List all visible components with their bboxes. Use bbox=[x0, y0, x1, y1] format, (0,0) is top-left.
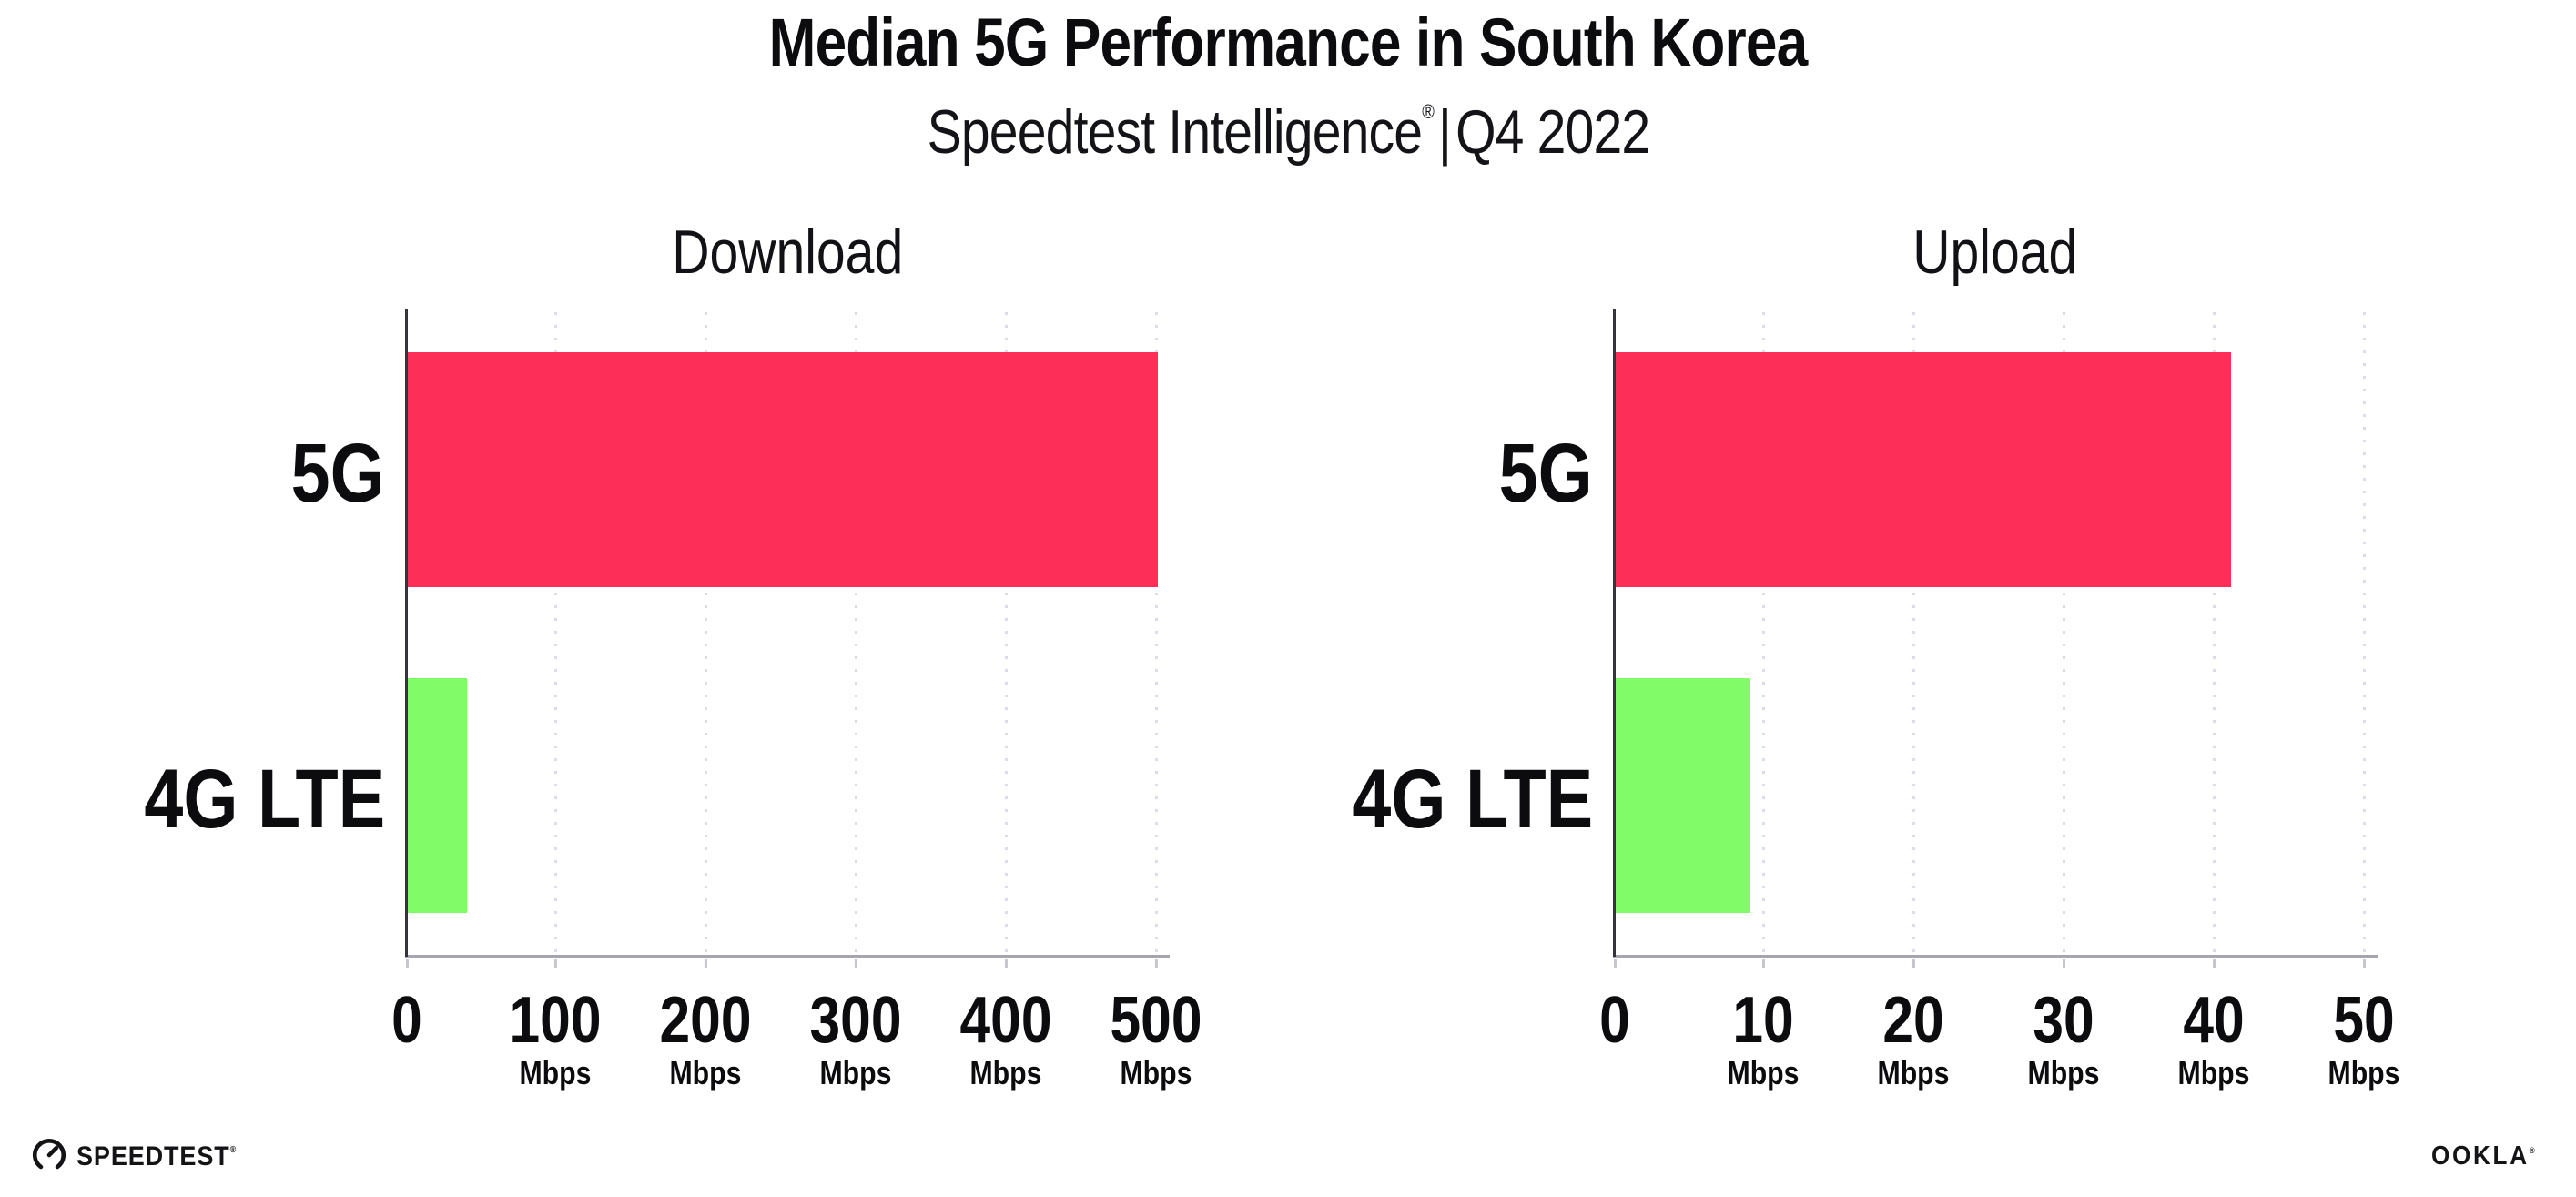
ookla-wordmark: OOKLA bbox=[2430, 1141, 2530, 1171]
tick-mark bbox=[1761, 959, 1765, 968]
upload-chart-title: Upload bbox=[1912, 218, 2078, 287]
download-chart-title: Download bbox=[671, 218, 904, 287]
gridline-500 bbox=[1155, 312, 1158, 957]
x-tick-10: 10 Mbps bbox=[1720, 957, 1806, 1090]
page-subtitle: Speedtest Intelligence®|Q4 2022 bbox=[0, 98, 2576, 167]
bar-4g-lte-upload bbox=[1615, 678, 1750, 913]
x-tick-40: 40 Mbps bbox=[2171, 957, 2257, 1090]
x-tick-50: 50 Mbps bbox=[2321, 957, 2407, 1090]
gridline-10 bbox=[1762, 312, 1765, 957]
registered-mark: ® bbox=[1421, 100, 1435, 123]
speedtest-logo: SPEEDTEST® bbox=[30, 1135, 255, 1178]
x-axis-line bbox=[1613, 955, 2378, 958]
category-label-5g: 5G bbox=[1498, 427, 1593, 520]
x-axis-line bbox=[405, 955, 1170, 958]
tick-mark bbox=[854, 959, 857, 968]
x-tick-500: 500 Mbps bbox=[1101, 957, 1211, 1090]
ookla-registered-mark: ® bbox=[2529, 1146, 2538, 1155]
speedtest-gauge-icon bbox=[30, 1135, 68, 1178]
gridline-100 bbox=[554, 312, 557, 957]
x-tick-200: 200 Mbps bbox=[651, 957, 760, 1090]
gridline-400 bbox=[1005, 312, 1008, 957]
x-tick-0: 0 bbox=[1597, 957, 1633, 1090]
gridline-30 bbox=[2063, 312, 2065, 957]
gridline-20 bbox=[1912, 312, 1915, 957]
bar-5g-upload bbox=[1615, 352, 2231, 587]
tick-mark bbox=[2062, 959, 2065, 968]
x-tick-400: 400 Mbps bbox=[951, 957, 1060, 1090]
subtitle-period: Q4 2022 bbox=[1455, 97, 1650, 167]
category-label-4g-lte: 4G LTE bbox=[144, 753, 385, 846]
gridline-200 bbox=[705, 312, 707, 957]
upload-chart: Upload 5G 4G LTE 0 10 Mbps 20 M bbox=[1352, 221, 2399, 1090]
y-axis-line bbox=[405, 309, 408, 957]
gridline-40 bbox=[2213, 312, 2216, 957]
x-tick-20: 20 Mbps bbox=[1871, 957, 1956, 1090]
category-label-5g: 5G bbox=[290, 427, 385, 520]
tick-mark bbox=[2362, 959, 2366, 968]
y-axis-line bbox=[1613, 309, 1616, 957]
gridline-300 bbox=[855, 312, 857, 957]
x-tick-300: 300 Mbps bbox=[801, 957, 910, 1090]
bar-5g-download bbox=[407, 352, 1158, 587]
tick-mark bbox=[704, 959, 707, 968]
x-tick-30: 30 Mbps bbox=[2021, 957, 2106, 1090]
speedtest-registered-mark: ® bbox=[229, 1144, 238, 1155]
tick-mark bbox=[1004, 959, 1008, 968]
subtitle-separator: | bbox=[1437, 97, 1452, 167]
category-label-4g-lte: 4G LTE bbox=[1352, 753, 1593, 846]
tick-mark bbox=[553, 959, 557, 968]
bar-4g-lte-download bbox=[407, 678, 467, 913]
x-tick-100: 100 Mbps bbox=[501, 957, 610, 1090]
x-tick-0: 0 bbox=[389, 957, 425, 1090]
tick-mark bbox=[1912, 959, 1915, 968]
ookla-logo: OOKLA® bbox=[2431, 1141, 2549, 1172]
speedtest-wordmark: SPEEDTEST bbox=[76, 1141, 230, 1172]
page-title: Median 5G Performance in South Korea bbox=[768, 5, 1809, 80]
subtitle-brand: Speedtest Intelligence bbox=[927, 97, 1422, 167]
tick-mark bbox=[2212, 959, 2216, 968]
tick-mark bbox=[1613, 959, 1617, 968]
gridline-50 bbox=[2363, 312, 2366, 957]
download-chart: Download 5G 4G LTE 0 100 Mbps 200 bbox=[144, 221, 1202, 1090]
tick-mark bbox=[405, 959, 409, 968]
tick-mark bbox=[1154, 959, 1158, 968]
